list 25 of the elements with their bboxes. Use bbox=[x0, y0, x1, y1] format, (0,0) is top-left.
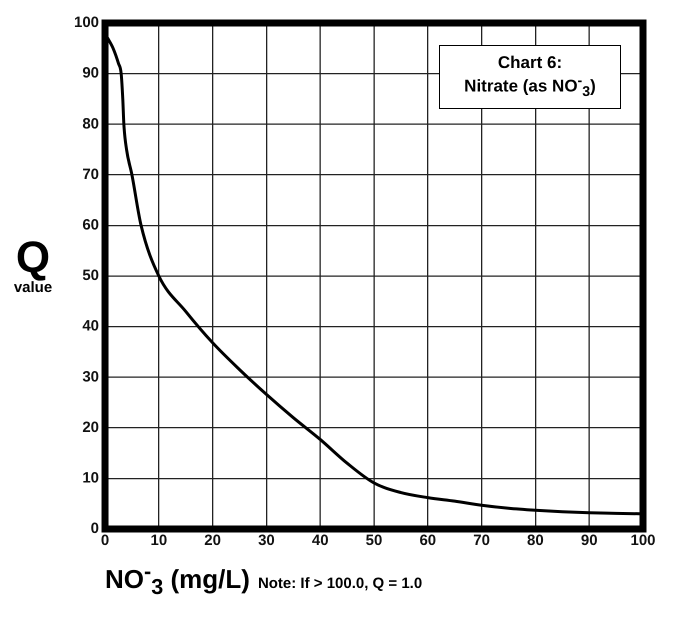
x-tick-label: 100 bbox=[630, 532, 656, 550]
y-tick-label: 50 bbox=[82, 267, 100, 284]
y-tick-label: 0 bbox=[90, 520, 100, 538]
x-tick-label: 10 bbox=[150, 532, 168, 550]
x-axis-title: NO$^{-}$$_{3}$ (mg/L) bbox=[105, 558, 250, 599]
y-axis-title: Q value bbox=[12, 233, 54, 296]
y-tick-label: 30 bbox=[82, 368, 100, 386]
x-tick-label: 70 bbox=[473, 532, 490, 550]
y-tick-label: 90 bbox=[82, 64, 100, 82]
x-tick-label: 60 bbox=[419, 532, 436, 550]
y-tick-label: 80 bbox=[82, 115, 100, 132]
y-tick-label: 10 bbox=[82, 470, 100, 487]
x-tick-label: 20 bbox=[204, 532, 221, 550]
y-tick-label: 100 bbox=[74, 14, 100, 32]
y-tick-label: 20 bbox=[82, 418, 100, 436]
x-tick-label: 30 bbox=[258, 532, 275, 550]
y-tick-label: 60 bbox=[82, 216, 100, 234]
x-tick-label: 40 bbox=[312, 532, 329, 550]
y-tick-label: 70 bbox=[82, 166, 100, 183]
x-tick-label: 90 bbox=[580, 532, 598, 550]
y-tick-label: 40 bbox=[82, 318, 100, 335]
x-tick-label: 50 bbox=[366, 532, 382, 550]
x-tick-label: 80 bbox=[527, 532, 544, 550]
text: Note: If > 100.0, Q = 1.0 bbox=[258, 574, 422, 592]
text: Chart 6: Nitrate (as NO$^{-}$$_{3}$) bbox=[439, 45, 621, 109]
